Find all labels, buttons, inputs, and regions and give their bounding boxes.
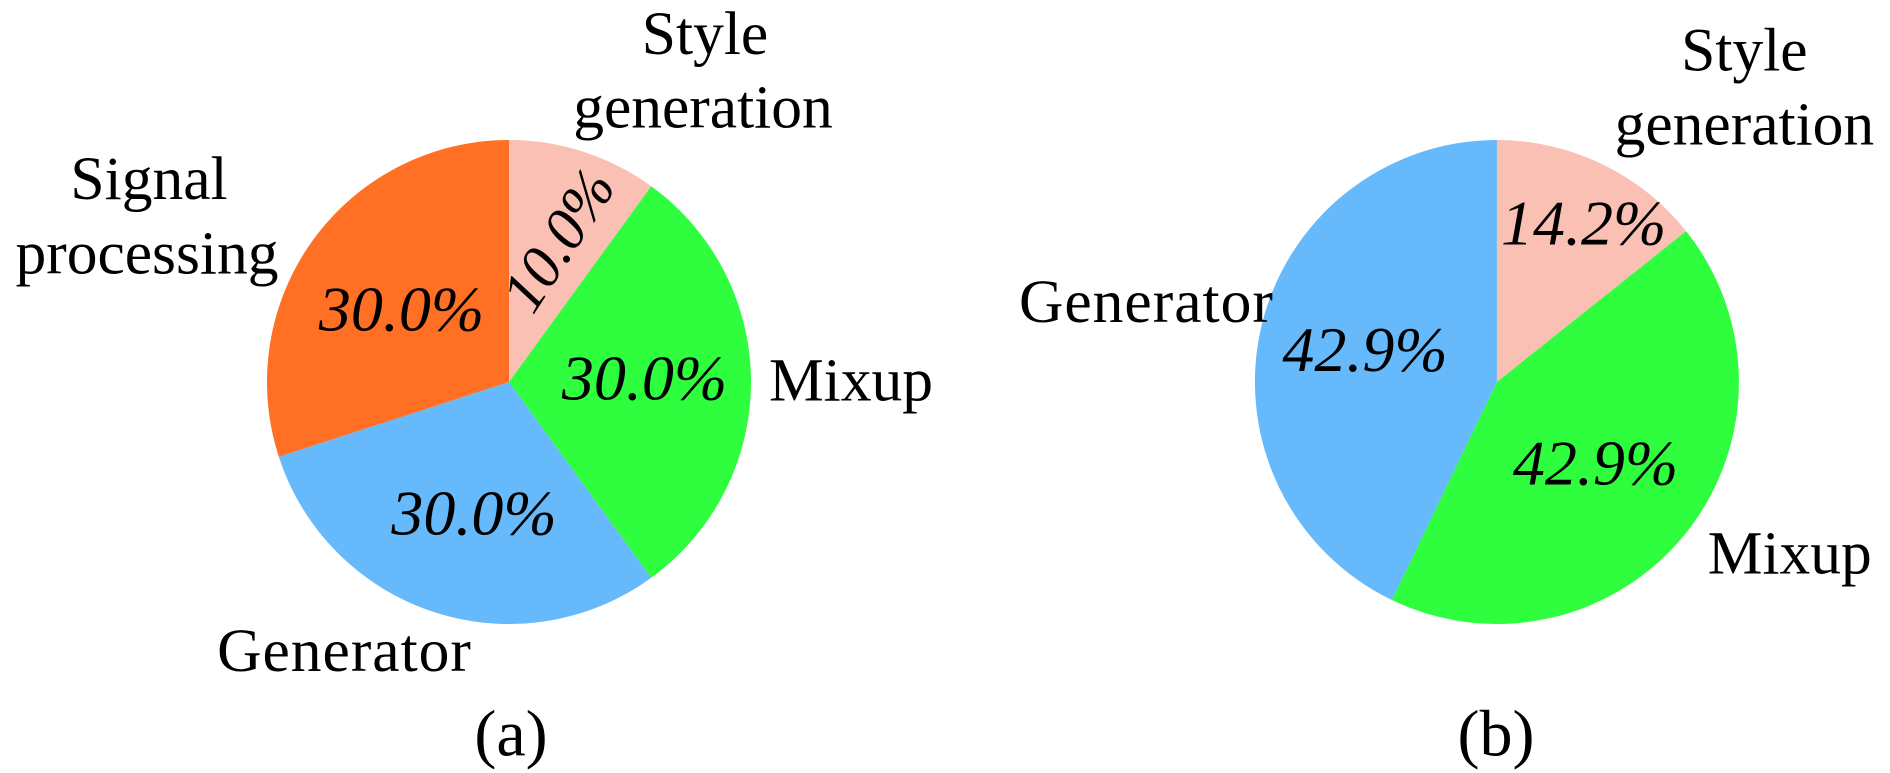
svg-text:Style: Style bbox=[642, 0, 768, 68]
svg-text:Generator: Generator bbox=[217, 617, 472, 685]
svg-text:(a): (a) bbox=[474, 698, 547, 771]
svg-text:42.9%: 42.9% bbox=[1282, 314, 1447, 385]
svg-text:42.9%: 42.9% bbox=[1513, 427, 1678, 498]
svg-text:Mixup: Mixup bbox=[769, 347, 933, 415]
svg-text:14.2%: 14.2% bbox=[1501, 188, 1666, 259]
svg-text:30.0%: 30.0% bbox=[561, 342, 727, 413]
svg-text:processing: processing bbox=[15, 220, 278, 288]
svg-text:Mixup: Mixup bbox=[1708, 520, 1872, 588]
svg-text:generation: generation bbox=[573, 74, 833, 142]
svg-text:(b): (b) bbox=[1458, 698, 1535, 771]
svg-text:Signal: Signal bbox=[70, 145, 227, 213]
svg-text:30.0%: 30.0% bbox=[390, 478, 556, 549]
svg-text:generation: generation bbox=[1615, 91, 1875, 159]
svg-text:Generator: Generator bbox=[1019, 268, 1274, 336]
svg-text:30.0%: 30.0% bbox=[318, 273, 484, 344]
svg-text:Style: Style bbox=[1681, 17, 1807, 85]
